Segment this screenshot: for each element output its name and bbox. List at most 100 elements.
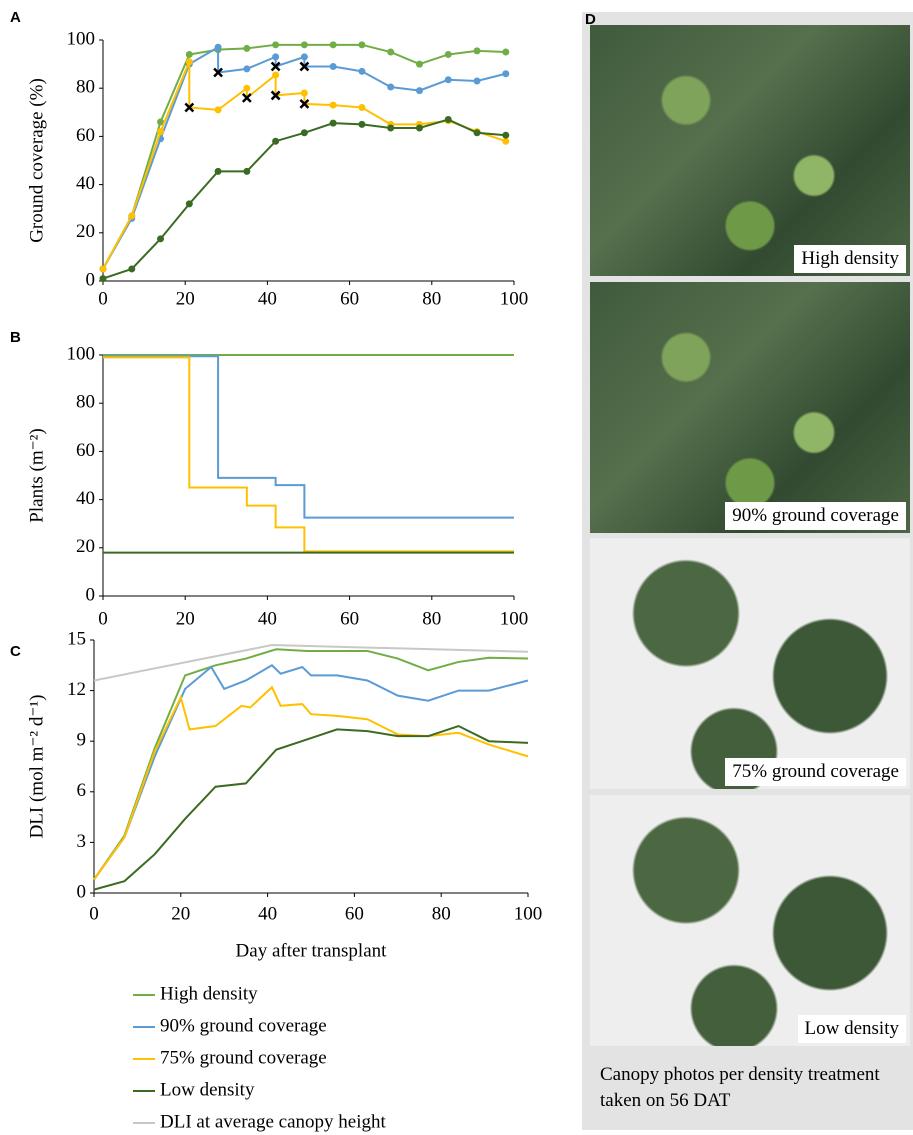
drop-marker — [213, 67, 223, 78]
point — [329, 119, 337, 127]
point — [358, 41, 366, 49]
point — [99, 265, 107, 273]
y-tick-label: 80 — [76, 77, 95, 98]
drop-marker-stroke — [241, 92, 252, 103]
point — [444, 76, 452, 84]
point — [272, 71, 280, 79]
point — [329, 41, 337, 49]
point — [387, 48, 395, 56]
legend-label: 75% ground coverage — [160, 1047, 327, 1068]
series-line — [102, 45, 507, 270]
point — [329, 63, 337, 71]
point — [99, 275, 107, 283]
photo-panel: D High density 90% ground coverage 75% g… — [582, 11, 913, 1130]
panel-label: A — [10, 9, 21, 26]
point — [473, 129, 481, 137]
point — [502, 137, 510, 145]
x-tick-label: 80 — [432, 903, 451, 924]
point — [502, 48, 510, 56]
drop-marker-stroke — [299, 98, 310, 109]
x-tick-label: 20 — [176, 288, 195, 309]
point — [444, 50, 452, 58]
drop-marker-stroke — [270, 61, 281, 72]
photo-label: 90% ground coverage — [725, 502, 906, 530]
panel-label: B — [10, 329, 21, 346]
point — [157, 128, 165, 136]
photo-label: High density — [794, 245, 906, 273]
point — [157, 235, 165, 243]
point — [243, 44, 251, 52]
point — [300, 41, 308, 49]
point — [243, 84, 251, 92]
y-tick-label: 12 — [67, 679, 86, 700]
y-axis-label: Ground coverage (%) — [26, 78, 47, 243]
x-tick-label: 100 — [500, 608, 529, 629]
legend-label: DLI at average canopy height — [160, 1111, 387, 1132]
series-line — [93, 664, 529, 881]
legend-label: Low density — [160, 1079, 255, 1100]
y-tick-label: 6 — [77, 780, 87, 801]
point — [473, 47, 481, 55]
point — [214, 167, 222, 175]
x-tick-label: 60 — [345, 903, 364, 924]
x-tick-label: 80 — [422, 288, 441, 309]
point — [329, 101, 337, 109]
point — [415, 60, 423, 68]
drop-marker — [270, 61, 281, 72]
point — [272, 41, 280, 49]
x-tick-label: 0 — [89, 903, 99, 924]
x-tick-label: 20 — [171, 903, 190, 924]
drop-marker — [241, 92, 252, 103]
x-tick-label: 0 — [98, 608, 108, 629]
x-tick-label: 60 — [340, 608, 359, 629]
point — [300, 53, 308, 61]
caption: Canopy photos per density treatment take… — [600, 1064, 880, 1111]
point — [272, 137, 280, 145]
point — [358, 103, 366, 111]
series-line — [93, 648, 529, 881]
y-tick-label: 80 — [76, 392, 95, 413]
y-axis-label: DLI (mol m⁻² d⁻¹) — [26, 695, 47, 839]
photo-label: Low density — [797, 1015, 906, 1043]
series-line — [93, 644, 529, 682]
series-line — [102, 118, 506, 280]
point — [128, 212, 136, 220]
photo: 90% ground coverage — [590, 282, 910, 533]
y-tick-label: 15 — [67, 628, 86, 649]
x-tick-label: 20 — [176, 608, 195, 629]
y-tick-label: 40 — [76, 173, 95, 194]
drop-marker — [299, 61, 310, 72]
drop-marker — [299, 98, 310, 109]
x-tick-label: 40 — [258, 903, 277, 924]
point — [300, 89, 308, 97]
point — [272, 53, 280, 61]
drop-marker-stroke — [270, 90, 281, 101]
point — [214, 43, 222, 51]
drop-marker-stroke — [213, 67, 223, 78]
point — [243, 65, 251, 73]
point — [387, 83, 395, 91]
series-line — [103, 356, 514, 553]
x-tick-label: 60 — [340, 288, 359, 309]
point — [415, 124, 423, 132]
panel-label: D — [585, 11, 596, 28]
point — [185, 50, 193, 58]
y-tick-label: 0 — [86, 584, 96, 605]
point — [502, 70, 510, 78]
point — [157, 118, 165, 126]
point — [185, 58, 193, 66]
point — [473, 77, 481, 85]
x-tick-label: 100 — [514, 903, 543, 924]
drop-marker — [184, 102, 195, 113]
y-tick-label: 60 — [76, 125, 95, 146]
photo: 75% ground coverage — [590, 538, 910, 789]
point — [185, 200, 193, 208]
series-line — [93, 724, 529, 891]
y-tick-label: 100 — [67, 343, 96, 364]
y-axis-label: Plants (m⁻²) — [26, 428, 47, 522]
point — [214, 106, 222, 114]
x-tick-label: 0 — [98, 288, 108, 309]
y-tick-label: 40 — [76, 488, 95, 509]
point — [358, 67, 366, 75]
